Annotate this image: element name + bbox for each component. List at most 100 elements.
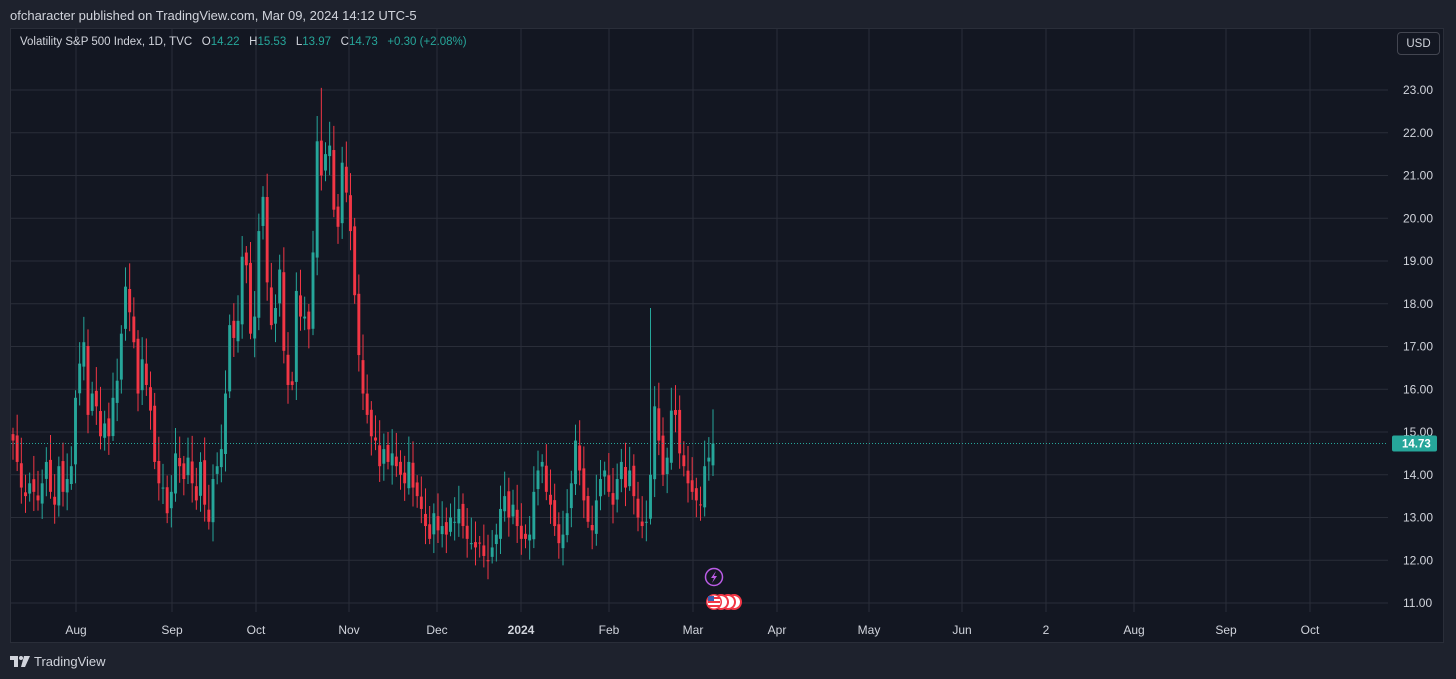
candle: [415, 475, 419, 508]
candle-body: [282, 272, 286, 351]
time-tick-label: 2: [1043, 623, 1050, 637]
candle-body: [169, 491, 173, 509]
candle: [236, 295, 240, 353]
candle-body: [540, 461, 544, 467]
candle: [53, 474, 57, 524]
candle: [694, 477, 698, 518]
candle: [311, 230, 315, 336]
publication-bar: ofcharacter published on TradingView.com…: [0, 0, 1456, 28]
candle-body: [115, 380, 119, 403]
candle: [436, 493, 440, 543]
candle-body: [61, 461, 65, 492]
candle-body: [390, 453, 394, 466]
candle: [661, 417, 665, 486]
candle: [286, 332, 290, 404]
candle-body: [194, 486, 198, 501]
candle: [94, 367, 98, 425]
candle: [82, 316, 86, 381]
candle-body: [111, 397, 115, 437]
candle-body: [236, 320, 240, 342]
candle: [569, 470, 573, 528]
candle: [403, 455, 407, 501]
low-value: 13.97: [302, 36, 332, 48]
candle-body: [478, 542, 482, 544]
candle: [411, 441, 415, 507]
candle-body: [657, 408, 661, 441]
candle: [582, 446, 586, 519]
candle: [174, 427, 177, 502]
candle-body: [303, 316, 307, 319]
candle-body: [124, 286, 127, 329]
candle-body: [240, 256, 244, 325]
price-tick-label: 16.00: [1403, 382, 1433, 396]
candle: [540, 454, 544, 484]
candle: [190, 435, 194, 503]
candle: [124, 267, 127, 341]
candle-body: [432, 513, 436, 535]
price-tick-label: 19.00: [1403, 254, 1433, 268]
candle: [136, 330, 140, 412]
candle: [315, 115, 319, 276]
candle-body: [453, 521, 457, 523]
candle-body: [19, 463, 23, 488]
candle-body: [561, 534, 565, 549]
price-tick-label: 15.00: [1403, 425, 1433, 439]
us-flag-event-icon[interactable]: [706, 594, 742, 610]
candle: [157, 436, 161, 501]
lightning-event-icon[interactable]: [704, 567, 724, 587]
candle-body: [503, 496, 507, 512]
candle: [165, 475, 169, 524]
candle-body: [290, 381, 294, 385]
candle-body: [278, 269, 282, 304]
candle: [19, 437, 23, 504]
candle: [257, 213, 261, 331]
candle-body: [707, 457, 711, 462]
close-label: C: [340, 36, 349, 48]
candle-body: [199, 461, 202, 496]
candle-body: [274, 308, 277, 324]
candle-body: [411, 462, 415, 488]
candle: [340, 146, 344, 239]
currency-button[interactable]: USD: [1397, 32, 1440, 55]
candle: [665, 447, 669, 494]
candle: [107, 402, 111, 455]
candle-body: [436, 516, 440, 531]
candle-body: [415, 482, 419, 497]
candle: [249, 242, 252, 340]
candle-body: [682, 455, 686, 467]
candle: [578, 420, 582, 486]
price-axis: 23.00 22.00 21.00 20.00 19.00 18.00 17.00 16.00…: [1403, 83, 1433, 610]
candle-body: [611, 493, 615, 505]
candle: [132, 297, 136, 349]
candle: [332, 125, 336, 218]
candle-body: [594, 500, 598, 534]
candle: [574, 424, 577, 496]
candle: [424, 488, 427, 545]
candle-body: [157, 460, 161, 484]
candle: [219, 424, 223, 483]
candle: [324, 142, 327, 182]
candle-body: [482, 545, 486, 556]
candle: [657, 382, 661, 456]
chart-area[interactable]: [10, 28, 1444, 643]
candle-body: [207, 509, 211, 522]
price-tick-label: 11.00: [1403, 596, 1432, 610]
price-tick-label: 17.00: [1403, 340, 1433, 354]
candle-body: [340, 162, 344, 224]
candle: [74, 390, 77, 484]
candle-body: [440, 526, 444, 535]
candle-body: [536, 470, 540, 490]
candle-body: [253, 316, 257, 339]
candle-body: [299, 295, 302, 317]
candle: [207, 484, 211, 530]
candle: [269, 262, 273, 330]
last-price-label: 14.73: [1402, 439, 1431, 451]
candle: [644, 500, 648, 542]
candle: [557, 512, 561, 559]
footer-brand[interactable]: TradingView: [10, 654, 106, 669]
candle: [303, 296, 307, 331]
candle-body: [653, 406, 657, 480]
symbol-name: Volatility S&P 500 Index, 1D, TVC: [20, 36, 193, 48]
candle: [299, 269, 302, 331]
